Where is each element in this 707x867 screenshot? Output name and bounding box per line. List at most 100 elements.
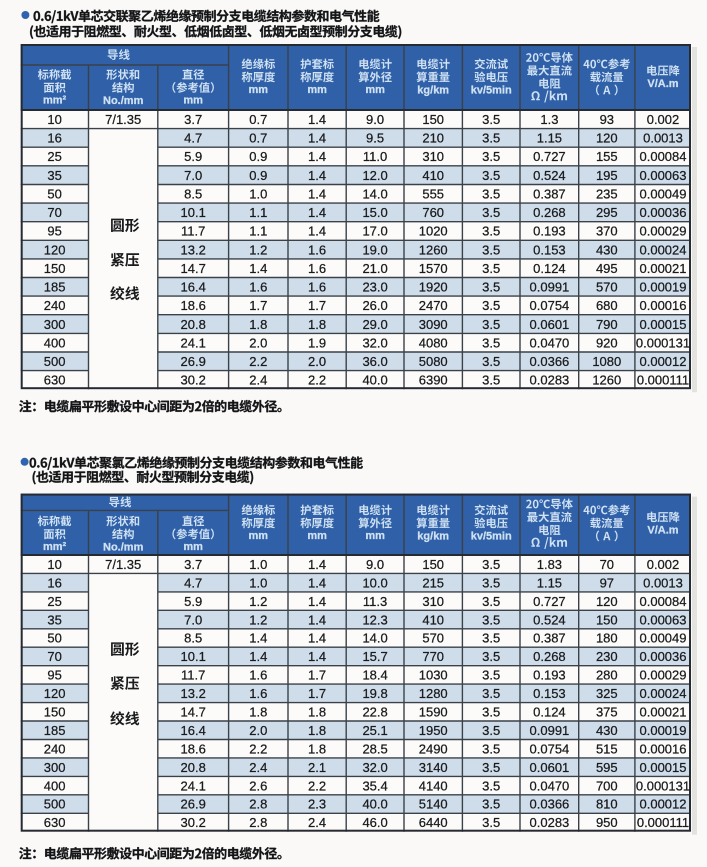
svg-text:0.00084: 0.00084 [640, 149, 687, 164]
svg-text:0.00012: 0.00012 [640, 797, 687, 812]
svg-text:14.7: 14.7 [181, 705, 206, 720]
svg-text:1.6: 1.6 [249, 668, 267, 683]
svg-text:0.00036: 0.00036 [640, 649, 687, 664]
svg-text:1080: 1080 [592, 354, 621, 369]
svg-text:3.5: 3.5 [482, 187, 500, 202]
svg-text:3140: 3140 [419, 760, 448, 775]
svg-text:3.5: 3.5 [482, 242, 500, 257]
svg-text:150: 150 [44, 261, 66, 276]
svg-text:95: 95 [47, 224, 61, 239]
svg-text:10.0: 10.0 [362, 575, 387, 590]
svg-text:1020: 1020 [419, 224, 448, 239]
svg-text:No./mm: No./mm [103, 541, 144, 553]
svg-text:1.4: 1.4 [249, 261, 267, 276]
svg-text:3.5: 3.5 [482, 298, 500, 313]
svg-text:555: 555 [422, 187, 444, 202]
svg-text:920: 920 [596, 335, 618, 350]
svg-text:0.0991: 0.0991 [530, 723, 570, 738]
svg-text:790: 790 [596, 317, 618, 332]
svg-text:28.5: 28.5 [362, 741, 387, 756]
svg-text:2.8: 2.8 [249, 815, 267, 830]
svg-text:mm: mm [249, 84, 269, 96]
svg-text:1.0: 1.0 [249, 187, 267, 202]
svg-text:0.00021: 0.00021 [640, 705, 687, 720]
svg-text:120: 120 [596, 131, 618, 146]
svg-text:570: 570 [596, 280, 618, 295]
svg-text:18.6: 18.6 [181, 298, 206, 313]
svg-text:6390: 6390 [419, 373, 448, 388]
svg-text:0.000131: 0.000131 [636, 335, 690, 350]
svg-text:430: 430 [596, 723, 618, 738]
svg-text:500: 500 [44, 354, 66, 369]
svg-text:mm: mm [249, 530, 269, 542]
svg-text:1920: 1920 [419, 280, 448, 295]
svg-text:11.0: 11.0 [363, 149, 387, 164]
svg-text:1.4: 1.4 [308, 631, 326, 646]
svg-text:410: 410 [422, 612, 444, 627]
svg-text:3090: 3090 [419, 317, 448, 332]
svg-text:515: 515 [596, 741, 618, 756]
svg-text:9.5: 9.5 [366, 131, 384, 146]
svg-text:26.9: 26.9 [181, 797, 206, 812]
svg-text:370: 370 [596, 224, 618, 239]
svg-text:13.2: 13.2 [181, 242, 206, 257]
svg-text:2.0: 2.0 [249, 335, 267, 350]
svg-text:1.4: 1.4 [308, 612, 326, 627]
svg-text:3.5: 3.5 [482, 686, 500, 701]
svg-text:1.4: 1.4 [308, 649, 326, 664]
svg-text:23.0: 23.0 [362, 280, 387, 295]
svg-text:1.4: 1.4 [308, 224, 326, 239]
svg-text:0.7: 0.7 [249, 131, 267, 146]
svg-text:0.268: 0.268 [533, 649, 566, 664]
svg-text:mm: mm [365, 530, 385, 542]
svg-text:0.0013: 0.0013 [643, 131, 683, 146]
svg-text:18.6: 18.6 [181, 741, 206, 756]
svg-text:97: 97 [600, 575, 614, 590]
svg-text:12.0: 12.0 [362, 168, 387, 183]
svg-text:0.387: 0.387 [533, 187, 566, 202]
svg-text:11.7: 11.7 [181, 668, 205, 683]
svg-text:0.524: 0.524 [533, 168, 566, 183]
svg-text:1.6: 1.6 [308, 280, 326, 295]
svg-text:10: 10 [47, 112, 61, 127]
svg-text:300: 300 [44, 760, 66, 775]
svg-text:2.2: 2.2 [308, 373, 326, 388]
svg-text:3.5: 3.5 [482, 631, 500, 646]
svg-text:185: 185 [44, 280, 66, 295]
svg-text:0.0754: 0.0754 [530, 298, 570, 313]
svg-text:630: 630 [44, 815, 66, 830]
svg-text:150: 150 [422, 112, 444, 127]
svg-text:7.0: 7.0 [184, 612, 202, 627]
svg-text:150: 150 [422, 557, 444, 572]
svg-text:0.00012: 0.00012 [640, 354, 687, 369]
svg-text:495: 495 [596, 261, 618, 276]
svg-text:3.5: 3.5 [482, 649, 500, 664]
svg-text:0.00019: 0.00019 [640, 723, 687, 738]
svg-text:630: 630 [44, 373, 66, 388]
svg-text:2.0: 2.0 [308, 354, 326, 369]
svg-text:kg/km: kg/km [417, 530, 449, 542]
svg-text:3.5: 3.5 [482, 594, 500, 609]
svg-text:26.0: 26.0 [362, 298, 387, 313]
svg-text:V/A.m: V/A.m [647, 524, 678, 536]
svg-text:300: 300 [44, 317, 66, 332]
svg-text:0.002: 0.002 [647, 557, 680, 572]
svg-text:6440: 6440 [419, 815, 448, 830]
svg-text:0.727: 0.727 [533, 149, 566, 164]
svg-text:35.4: 35.4 [362, 778, 387, 793]
svg-text:0.00049: 0.00049 [640, 631, 687, 646]
svg-text:15.0: 15.0 [362, 205, 387, 220]
svg-text:1.9: 1.9 [308, 335, 326, 350]
svg-text:1.4: 1.4 [308, 205, 326, 220]
svg-text:mm: mm [307, 84, 327, 96]
svg-text:400: 400 [44, 778, 66, 793]
svg-text:0.000111: 0.000111 [637, 373, 689, 388]
svg-text:mm: mm [183, 95, 203, 107]
svg-text:2490: 2490 [419, 741, 448, 756]
svg-text:35: 35 [47, 168, 61, 183]
svg-text:325: 325 [596, 686, 618, 701]
svg-text:32.0: 32.0 [362, 760, 387, 775]
svg-text:40.0: 40.0 [362, 797, 387, 812]
svg-text:1.8: 1.8 [308, 705, 326, 720]
svg-text:3.5: 3.5 [482, 705, 500, 720]
